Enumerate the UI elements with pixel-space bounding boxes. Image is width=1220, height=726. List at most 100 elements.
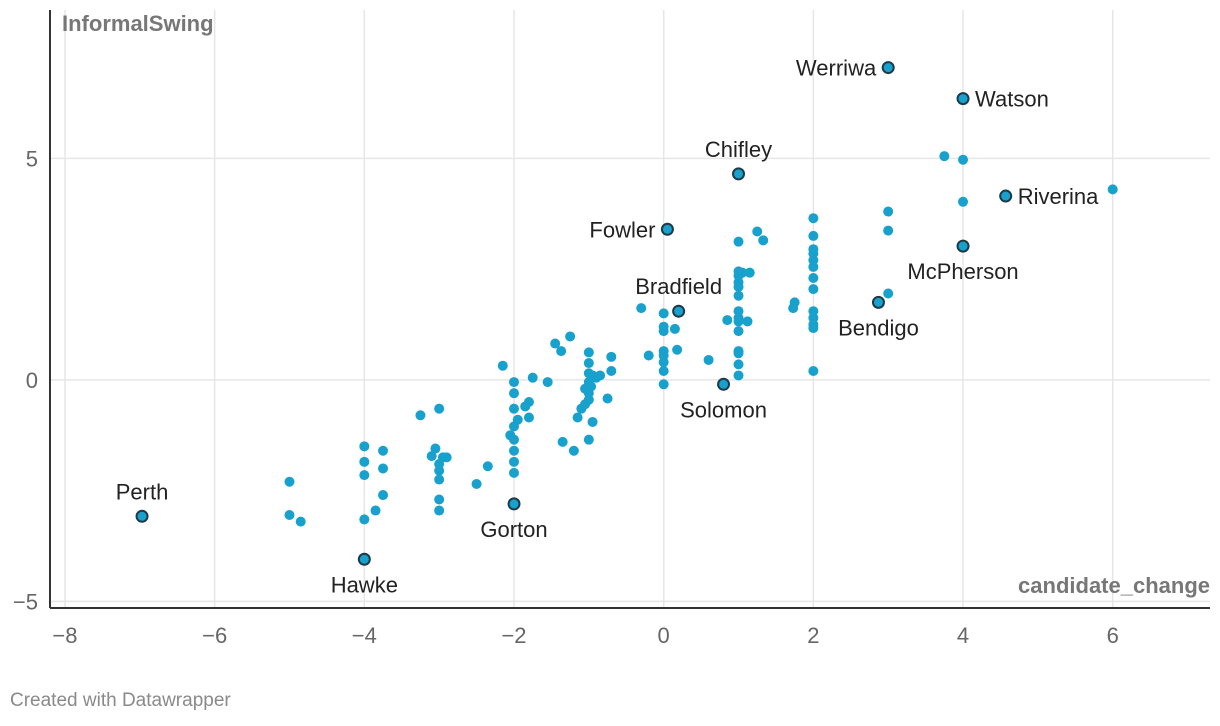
data-point bbox=[471, 478, 482, 489]
data-point bbox=[434, 494, 445, 505]
data-point bbox=[733, 326, 744, 337]
data-point bbox=[497, 360, 508, 371]
data-point bbox=[758, 235, 769, 246]
data-point bbox=[284, 509, 295, 520]
data-point bbox=[295, 516, 306, 527]
data-point bbox=[606, 351, 617, 362]
data-point bbox=[606, 366, 617, 377]
highlighted-point bbox=[999, 189, 1013, 203]
highlighted-point bbox=[956, 92, 970, 106]
data-point bbox=[658, 326, 669, 337]
data-point bbox=[733, 359, 744, 370]
data-point bbox=[527, 372, 538, 383]
y-tick-label: 0 bbox=[26, 368, 38, 393]
data-point bbox=[602, 393, 613, 404]
x-tick-label: −8 bbox=[52, 623, 77, 648]
data-point bbox=[958, 196, 969, 207]
data-point bbox=[958, 154, 969, 165]
data-point bbox=[557, 436, 568, 447]
point-label: Bradfield bbox=[635, 274, 722, 299]
data-point bbox=[378, 490, 389, 501]
data-point bbox=[808, 261, 819, 272]
data-point bbox=[359, 441, 370, 452]
data-point bbox=[568, 445, 579, 456]
data-point bbox=[509, 403, 519, 414]
data-point bbox=[883, 225, 894, 236]
highlighted-point bbox=[672, 304, 686, 318]
point-label: Bendigo bbox=[838, 315, 919, 340]
data-point bbox=[733, 281, 744, 292]
point-label: Chifley bbox=[705, 137, 772, 162]
highlighted-point bbox=[660, 222, 674, 236]
data-point bbox=[434, 474, 445, 485]
data-point bbox=[586, 381, 597, 392]
data-point bbox=[883, 288, 894, 299]
point-label: Solomon bbox=[680, 397, 767, 422]
data-point bbox=[359, 514, 370, 525]
highlighted-point bbox=[881, 61, 895, 75]
x-tick-label: 2 bbox=[807, 623, 819, 648]
data-point bbox=[643, 350, 654, 361]
data-point bbox=[1107, 184, 1118, 195]
point-label: Watson bbox=[975, 87, 1049, 112]
x-tick-label: −2 bbox=[501, 623, 526, 648]
data-point bbox=[672, 344, 683, 355]
data-point bbox=[509, 456, 519, 467]
data-point bbox=[565, 331, 576, 342]
data-point bbox=[434, 505, 445, 516]
data-point bbox=[939, 151, 950, 162]
point-label: McPherson bbox=[907, 259, 1018, 284]
data-point bbox=[808, 323, 819, 334]
highlighted-point bbox=[507, 497, 521, 511]
highlighted-point bbox=[956, 239, 970, 253]
data-point bbox=[576, 403, 587, 414]
data-point bbox=[636, 303, 647, 314]
data-point bbox=[556, 346, 567, 357]
data-point bbox=[733, 316, 744, 327]
data-point bbox=[359, 456, 370, 467]
data-point bbox=[808, 284, 819, 295]
point-label: Werriwa bbox=[796, 56, 877, 81]
highlighted-points bbox=[135, 61, 1013, 566]
data-point bbox=[583, 347, 594, 358]
data-point bbox=[658, 379, 669, 390]
point-label: Riverina bbox=[1018, 184, 1099, 209]
data-points bbox=[284, 151, 1118, 527]
data-point bbox=[434, 465, 445, 476]
data-point bbox=[550, 338, 561, 349]
x-tick-label: 6 bbox=[1107, 623, 1119, 648]
data-point bbox=[509, 421, 519, 432]
x-tick-label: 4 bbox=[957, 623, 969, 648]
data-point bbox=[441, 452, 452, 463]
data-point bbox=[520, 401, 531, 412]
point-label: Fowler bbox=[589, 217, 655, 242]
data-point bbox=[788, 303, 799, 314]
data-point bbox=[883, 206, 894, 217]
highlighted-point bbox=[717, 377, 731, 391]
data-point bbox=[430, 443, 441, 454]
y-axis-title: InformalSwing bbox=[62, 11, 214, 36]
point-label: Gorton bbox=[480, 517, 547, 542]
data-point bbox=[509, 388, 519, 399]
data-point bbox=[658, 366, 669, 377]
data-point bbox=[542, 377, 553, 388]
data-point bbox=[434, 403, 445, 414]
data-point bbox=[509, 467, 519, 478]
highlighted-point bbox=[871, 295, 885, 309]
point-label: Perth bbox=[116, 479, 169, 504]
data-point bbox=[509, 445, 519, 456]
data-point bbox=[733, 348, 744, 359]
data-point bbox=[583, 434, 594, 445]
data-point bbox=[378, 445, 389, 456]
x-tick-label: 0 bbox=[658, 623, 670, 648]
data-point bbox=[415, 410, 426, 421]
axes: −8 −6 −4 −2 0 2 4 6 −5 0 5 bbox=[13, 10, 1210, 648]
data-point bbox=[482, 461, 493, 472]
data-point bbox=[737, 267, 748, 278]
highlighted-point bbox=[135, 509, 149, 523]
data-point bbox=[370, 505, 381, 516]
data-point bbox=[523, 412, 534, 423]
data-point bbox=[722, 315, 733, 326]
data-point bbox=[733, 370, 744, 381]
data-point bbox=[509, 377, 519, 388]
